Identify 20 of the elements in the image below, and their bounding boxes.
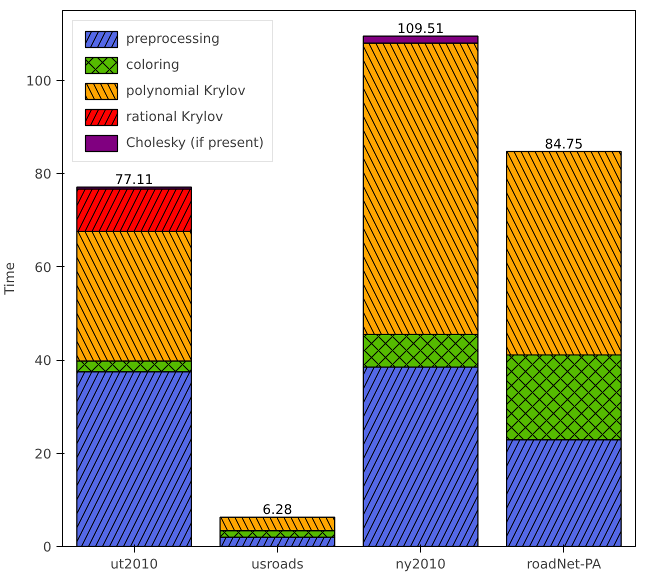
legend-label: Cholesky (if present) <box>126 136 264 150</box>
total-label: 77.11 <box>115 173 154 188</box>
legend-label: preprocessing <box>126 32 220 46</box>
x-tick-label: usroads <box>251 558 304 572</box>
y-tick-label: 80 <box>34 168 52 183</box>
x-tick-label: ny2010 <box>396 558 446 572</box>
total-label: 6.28 <box>262 503 292 518</box>
legend-label: rational Krylov <box>126 110 224 124</box>
x-tick-label: roadNet-PA <box>526 558 602 572</box>
y-tick-label: 20 <box>34 447 52 462</box>
total-label: 109.51 <box>397 22 444 38</box>
y-tick-label: 0 <box>43 540 52 556</box>
legend-label: coloring <box>126 58 180 72</box>
y-tick-label: 100 <box>26 74 52 90</box>
total-label: 84.75 <box>544 137 583 152</box>
y-tick-label: 60 <box>34 260 52 276</box>
y-tick-label: 40 <box>34 354 52 370</box>
y-axis-title: Time <box>3 262 18 296</box>
legend-label: polynomial Krylov <box>126 84 246 98</box>
x-tick-label: ut2010 <box>110 558 158 572</box>
